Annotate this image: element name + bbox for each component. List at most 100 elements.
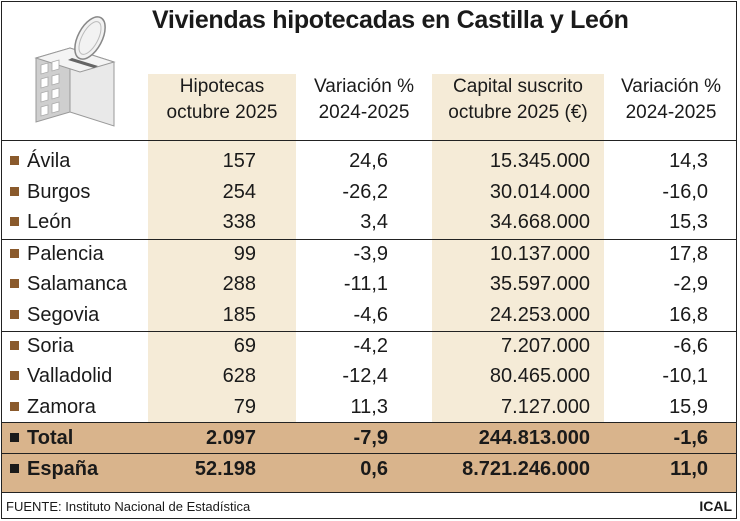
capital-value: 7.207.000 — [501, 335, 590, 357]
row-label: Palencia — [10, 239, 104, 269]
header-divider — [2, 140, 736, 141]
bullet-square — [10, 310, 19, 319]
column-band-capital — [432, 74, 604, 422]
bullet-square — [10, 279, 19, 288]
capital-value: 7.127.000 — [501, 396, 590, 418]
hipotecas-value: 69 — [233, 335, 256, 357]
row-label: Total — [10, 423, 73, 453]
totals-divider — [2, 453, 736, 454]
hipotecas-value: 2.097 — [205, 427, 256, 449]
bullet-square — [10, 402, 19, 411]
variacion-hipotecas-value: 11,3 — [350, 396, 388, 418]
variacion-capital-value: 15,3 — [669, 211, 708, 233]
capital-value: 244.813.000 — [478, 427, 590, 449]
footer-divider — [2, 492, 736, 493]
capital-value: 34.668.000 — [489, 211, 590, 233]
province-name: León — [27, 211, 72, 233]
header-line: 2024-2025 — [318, 102, 410, 123]
header-line: Capital suscrito — [453, 76, 583, 97]
variacion-hipotecas-value: -4,2 — [353, 335, 388, 357]
hipotecas-value: 157 — [222, 150, 256, 172]
row-label: Soria — [10, 331, 74, 361]
variacion-hipotecas-value: 3,4 — [360, 211, 388, 233]
header-line: Variación % — [621, 76, 721, 97]
province-name: Segovia — [27, 304, 100, 326]
province-name: Valladolid — [27, 365, 113, 387]
group-divider — [2, 239, 736, 240]
header-line: octubre 2025 — [166, 102, 278, 123]
variacion-hipotecas-value: 0,6 — [360, 458, 388, 480]
header-line: octubre 2025 (€) — [448, 102, 588, 123]
variacion-capital-value: 14,3 — [669, 150, 708, 172]
chart-title: Viviendas hipotecadas en Castilla y León — [152, 6, 629, 34]
row-label: Salamanca — [10, 269, 127, 299]
row-label: Zamora — [10, 392, 96, 422]
row-label: España — [10, 454, 98, 484]
variacion-hipotecas-value: 24,6 — [349, 150, 388, 172]
province-name: Palencia — [27, 243, 104, 265]
header-hipotecas: Hipotecas octubre 2025 — [148, 74, 296, 130]
variacion-capital-value: 16,8 — [669, 304, 708, 326]
bullet-square — [10, 433, 19, 442]
variacion-capital-value: -6,6 — [673, 335, 708, 357]
variacion-hipotecas-value: -4,6 — [353, 304, 388, 326]
capital-value: 30.014.000 — [489, 181, 590, 203]
header-variacion-hipotecas: Variación % 2024-2025 — [300, 74, 428, 130]
capital-value: 24.253.000 — [489, 304, 590, 326]
row-label: Segovia — [10, 300, 99, 330]
column-band-hipotecas — [148, 74, 296, 422]
header-capital: Capital suscrito octubre 2025 (€) — [432, 74, 604, 130]
bullet-square — [10, 371, 19, 380]
group-divider — [2, 331, 736, 332]
variacion-capital-value: -1,6 — [673, 427, 708, 449]
province-name: Burgos — [27, 181, 91, 203]
variacion-hipotecas-value: -12,4 — [342, 365, 388, 387]
variacion-hipotecas-value: -11,1 — [343, 273, 388, 295]
row-label: Valladolid — [10, 361, 112, 391]
table-row: Burgos 254 -26,2 30.014.000 -16,0 — [2, 177, 736, 207]
variacion-capital-value: 15,9 — [669, 396, 708, 418]
capital-value: 10.137.000 — [489, 243, 590, 265]
bullet-square — [10, 187, 19, 196]
table-row: León 338 3,4 34.668.000 15,3 — [2, 207, 736, 237]
source-note: FUENTE: Instituto Nacional de Estadístic… — [6, 499, 251, 514]
spain-label: España — [27, 458, 99, 480]
hipotecas-value: 52.198 — [194, 458, 256, 480]
bullet-square — [10, 156, 19, 165]
hipotecas-value: 79 — [233, 396, 256, 418]
row-label: Ávila — [10, 146, 70, 176]
table-row: Palencia 99 -3,9 10.137.000 17,8 — [2, 239, 736, 269]
table-row: Salamanca 288 -11,1 35.597.000 -2,9 — [2, 269, 736, 299]
variacion-capital-value: -16,0 — [662, 181, 708, 203]
row-label: León — [10, 207, 72, 237]
hipotecas-value: 338 — [222, 211, 256, 233]
province-name: Zamora — [27, 396, 96, 418]
total-row: Total 2.097 -7,9 244.813.000 -1,6 — [2, 423, 736, 453]
hipotecas-value: 628 — [222, 365, 256, 387]
row-label: Burgos — [10, 177, 90, 207]
hipotecas-value: 99 — [233, 243, 256, 265]
totals-divider — [2, 422, 736, 423]
capital-value: 8.721.246.000 — [462, 458, 590, 480]
variacion-hipotecas-value: -3,9 — [353, 243, 388, 265]
table-row: Soria 69 -4,2 7.207.000 -6,6 — [2, 331, 736, 361]
table-row: Valladolid 628 -12,4 80.465.000 -10,1 — [2, 361, 736, 391]
spain-row: España 52.198 0,6 8.721.246.000 11,0 — [2, 454, 736, 492]
bullet-square — [10, 217, 19, 226]
hipotecas-value: 288 — [222, 273, 256, 295]
bullet-square — [10, 249, 19, 258]
province-name: Salamanca — [27, 273, 128, 295]
total-label: Total — [27, 427, 74, 449]
variacion-capital-value: 17,8 — [669, 243, 708, 265]
capital-value: 35.597.000 — [489, 273, 590, 295]
header-variacion-capital: Variación % 2024-2025 — [606, 74, 736, 130]
hipotecas-value: 185 — [222, 304, 256, 326]
table-row: Zamora 79 11,3 7.127.000 15,9 — [2, 392, 736, 422]
province-name: Ávila — [27, 150, 71, 172]
bullet-square — [10, 341, 19, 350]
building-coin-icon — [34, 16, 116, 127]
variacion-capital-value: -10,1 — [662, 365, 708, 387]
bullet-square — [10, 464, 19, 473]
table-row: Ávila 157 24,6 15.345.000 14,3 — [2, 146, 736, 176]
